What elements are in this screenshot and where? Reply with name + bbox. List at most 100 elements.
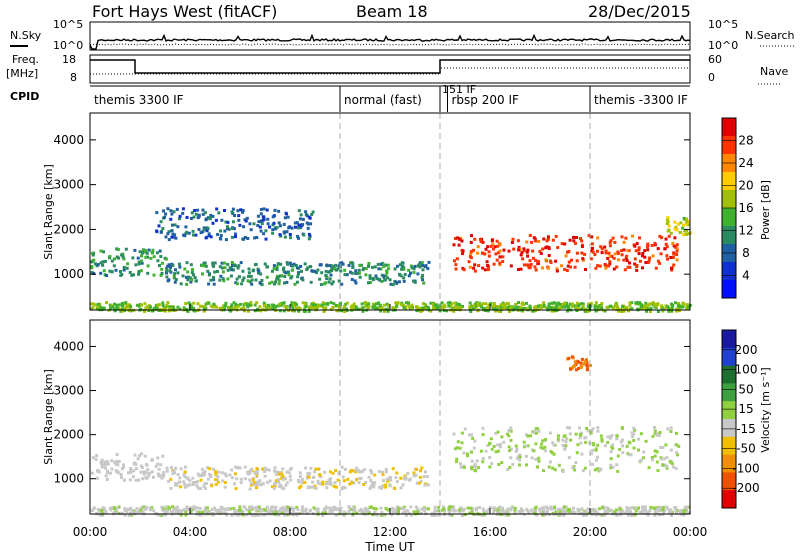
heatmap-cell	[156, 462, 160, 466]
heatmap-cell	[120, 253, 124, 257]
heatmap-cell	[279, 507, 283, 510]
heatmap-cell	[446, 301, 450, 305]
heatmap-cell	[572, 239, 576, 243]
heatmap-cell	[470, 510, 474, 514]
heatmap-cell	[442, 303, 446, 307]
heatmap-cell	[518, 458, 522, 462]
heatmap-cell	[374, 306, 378, 310]
heatmap-cell	[546, 306, 550, 310]
heatmap-cell	[667, 224, 671, 228]
heatmap-cell	[420, 306, 424, 310]
heatmap-cell	[573, 265, 577, 269]
heatmap-cell	[288, 261, 292, 265]
heatmap-cell	[591, 246, 594, 250]
heatmap-cell	[563, 447, 567, 451]
heatmap-cell	[340, 465, 344, 469]
heatmap-cell	[566, 307, 570, 310]
heatmap-cell	[378, 307, 382, 310]
heatmap-cell	[171, 469, 175, 473]
heatmap-cell	[304, 210, 308, 214]
heatmap-cell	[593, 304, 597, 308]
heatmap-cell	[401, 511, 405, 515]
heatmap-cell	[305, 214, 309, 218]
heatmap-cell	[539, 303, 543, 307]
heatmap-cell	[532, 236, 536, 240]
heatmap-cell	[387, 304, 391, 308]
heatmap-cell	[135, 303, 139, 307]
heatmap-cell	[93, 303, 97, 307]
heatmap-cell	[620, 438, 624, 442]
heatmap-cell	[478, 237, 482, 241]
heatmap-cell	[477, 264, 481, 268]
heatmap-cell	[519, 267, 523, 271]
heatmap-cell	[211, 467, 215, 471]
heatmap-cell	[373, 481, 377, 485]
heatmap-cell	[686, 305, 690, 309]
nsearch-label: N.Search	[745, 29, 795, 42]
heatmap-cell	[90, 509, 94, 512]
heatmap-cell	[615, 513, 619, 517]
heatmap-cell	[517, 463, 521, 467]
heatmap-cell	[206, 506, 209, 510]
heatmap-cell	[146, 475, 150, 478]
heatmap-cell	[634, 509, 638, 512]
heatmap-cell	[233, 305, 237, 309]
heatmap-cell	[376, 262, 380, 266]
heatmap-cell	[152, 255, 156, 259]
heatmap-cell	[472, 446, 476, 450]
heatmap-cell	[285, 280, 289, 284]
heatmap-cell	[458, 237, 462, 241]
heatmap-cell	[530, 240, 534, 244]
heatmap-cell	[426, 306, 430, 309]
heatmap-cell	[643, 249, 647, 253]
heatmap-cell	[572, 235, 576, 239]
heatmap-cell	[139, 510, 142, 514]
heatmap-cell	[321, 513, 325, 517]
heatmap-cell	[129, 468, 132, 472]
heatmap-cell	[390, 513, 394, 517]
heatmap-cell	[565, 302, 569, 306]
heatmap-cell	[134, 263, 138, 267]
heatmap-cell	[454, 267, 458, 271]
heatmap-cell	[331, 471, 335, 475]
heatmap-cell	[157, 513, 161, 517]
heatmap-cell	[92, 272, 96, 275]
nsky-tick-high: 10^5	[53, 18, 83, 31]
heatmap-cell	[254, 486, 258, 490]
heatmap-cell	[486, 245, 490, 249]
heatmap-cell	[687, 511, 691, 515]
heatmap-cell	[468, 265, 472, 269]
heatmap-cell	[380, 273, 384, 277]
heatmap-cell	[279, 471, 283, 475]
heatmap-cell	[234, 281, 238, 285]
heatmap-cell	[587, 302, 591, 306]
heatmap-cell	[400, 261, 404, 265]
heatmap-cell	[175, 505, 179, 509]
heatmap-cell	[577, 307, 581, 311]
heatmap-cell	[216, 475, 220, 479]
heatmap-cell	[362, 511, 366, 515]
heatmap-cell	[519, 253, 523, 257]
heatmap-cell	[219, 229, 222, 233]
heatmap-cell	[360, 469, 364, 473]
heatmap-cell	[610, 254, 614, 258]
heatmap-cell	[458, 446, 462, 450]
heatmap-cell	[490, 447, 494, 451]
heatmap-cell	[196, 208, 200, 212]
heatmap-cell	[109, 471, 113, 475]
heatmap-cell	[402, 505, 406, 509]
heatmap-cell	[548, 460, 552, 464]
heatmap-cell	[230, 210, 234, 214]
heatmap-cell	[196, 480, 200, 484]
heatmap-cell	[506, 513, 510, 517]
heatmap-cell	[367, 511, 371, 515]
heatmap-cell	[139, 508, 143, 512]
heatmap-cell	[176, 473, 180, 476]
heatmap-cell	[364, 506, 367, 510]
heatmap-cell	[419, 469, 422, 473]
heatmap-cell	[500, 307, 504, 311]
heatmap-cell	[135, 510, 139, 514]
heatmap-cell	[283, 216, 287, 220]
heatmap-cell	[667, 306, 671, 310]
heatmap-cell	[205, 466, 209, 470]
